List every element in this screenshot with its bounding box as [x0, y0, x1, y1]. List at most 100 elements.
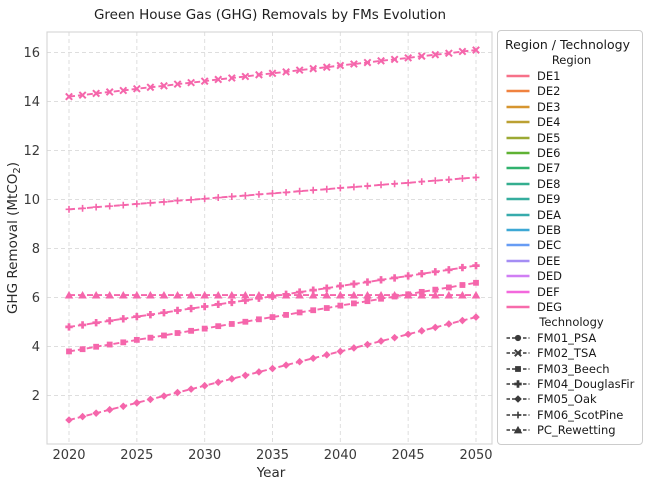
plus_bold-marker [445, 266, 453, 274]
legend-handle [506, 105, 530, 109]
legend-item-region-de7: DE7 [505, 161, 638, 176]
square-marker [120, 339, 127, 346]
triangle-marker [295, 290, 304, 299]
diamond-marker [92, 409, 100, 417]
diamond-marker [472, 313, 480, 321]
square-marker [256, 316, 262, 323]
circle-marker [514, 334, 522, 341]
x-marker [119, 86, 128, 95]
x-marker [282, 67, 290, 76]
diamond-marker [404, 330, 412, 339]
diamond-marker [200, 381, 209, 390]
triangle-marker [376, 290, 386, 299]
plus_bold-marker [336, 282, 345, 290]
plus-marker [431, 177, 439, 185]
legend-technology-entries: FM01_PSA FM02_TSA FM03_Beech FM04_DouglasFi… [505, 330, 638, 438]
x-tick-label: 2030 [188, 448, 221, 463]
triangle-marker [132, 290, 142, 299]
square-marker [174, 330, 181, 336]
legend-item-tech-fm01_psa: FM01_PSA [505, 330, 638, 345]
legend-item-region-de5: DE5 [505, 130, 638, 145]
plus-marker [106, 202, 114, 210]
triangle-marker [241, 290, 250, 299]
plus_bold-marker [418, 270, 426, 278]
square-marker [364, 298, 371, 305]
diamond-marker [160, 392, 168, 400]
legend-item-label: FM03_Beech [537, 361, 610, 376]
diamond-marker [65, 416, 73, 424]
x-marker [65, 92, 73, 101]
triangle-marker [403, 290, 413, 299]
triangle-marker [254, 290, 264, 299]
plus_bold-marker [200, 302, 209, 311]
plus_bold-marker [228, 298, 236, 307]
y-tick-label: 2 [32, 389, 40, 404]
x-marker [336, 61, 345, 70]
series-PC_Rewetting [64, 290, 481, 299]
square-marker [310, 307, 317, 314]
triangle-marker [213, 290, 223, 299]
diamond-marker [295, 357, 304, 366]
square-marker [188, 327, 194, 334]
diamond-marker [173, 388, 182, 397]
legend-technology-header: Technology [539, 314, 604, 329]
plus-marker [418, 178, 426, 186]
diamond-marker [214, 378, 223, 387]
plus_bold-marker [160, 308, 168, 317]
plus-marker [459, 175, 466, 182]
x-marker [390, 55, 399, 64]
plus_bold-marker [119, 315, 127, 323]
y-axis-label: GHG Removal (MtCO2) [5, 162, 23, 314]
legend-item-region-de2: DE2 [505, 84, 638, 99]
plus_bold-marker [350, 280, 358, 288]
legend-item-tech-fm02_tsa: FM02_TSA [505, 345, 638, 360]
legend-item-label: FM06_ScotPine [537, 407, 624, 422]
legend-handle [506, 349, 530, 358]
plus-marker [214, 194, 222, 201]
plus-marker [391, 180, 398, 188]
legend-item-label: DE9 [537, 192, 561, 207]
square-marker [133, 336, 140, 343]
x-tick-label: 2045 [392, 448, 425, 463]
diamond-marker [133, 399, 141, 407]
plus-marker [309, 186, 317, 194]
plus_bold-marker [404, 272, 412, 280]
plus_bold-marker [323, 284, 331, 292]
triangle-marker [417, 290, 427, 299]
square-marker [228, 321, 235, 327]
x-marker [146, 83, 155, 92]
plus-marker [201, 195, 209, 203]
diamond-marker [417, 327, 426, 335]
square-marker [296, 309, 303, 316]
legend-handle [506, 228, 530, 232]
y-tick-label: 12 [23, 144, 40, 159]
x-marker [214, 75, 223, 84]
triangle-marker [431, 290, 440, 299]
plus-marker [282, 188, 290, 196]
plus-marker [133, 200, 141, 208]
legend-item-label: FM05_Oak [537, 392, 597, 407]
legend-item-label: DE5 [537, 130, 561, 145]
legend-handle [506, 213, 530, 216]
legend-item-label: DEE [537, 253, 561, 268]
plus_bold-marker [458, 263, 467, 272]
plus-marker [174, 197, 181, 205]
triangle-marker [64, 290, 74, 299]
legend-item-tech-fm06_scotpine: FM06_ScotPine [505, 407, 638, 422]
plus-marker [187, 196, 195, 204]
plus-marker [65, 205, 73, 213]
triangle-marker [471, 290, 481, 299]
triangle-marker [146, 290, 155, 299]
plus-marker [350, 183, 358, 191]
y-tick-label: 4 [32, 340, 40, 355]
triangle-marker [281, 290, 291, 299]
legend-item-label: DEC [537, 238, 562, 253]
plus-marker [79, 204, 86, 212]
diamond-marker [363, 340, 372, 349]
square-marker [515, 365, 521, 372]
plus-marker [228, 193, 236, 200]
gridlines [47, 32, 492, 444]
plus_bold-marker [390, 274, 399, 282]
square-marker [161, 332, 167, 339]
